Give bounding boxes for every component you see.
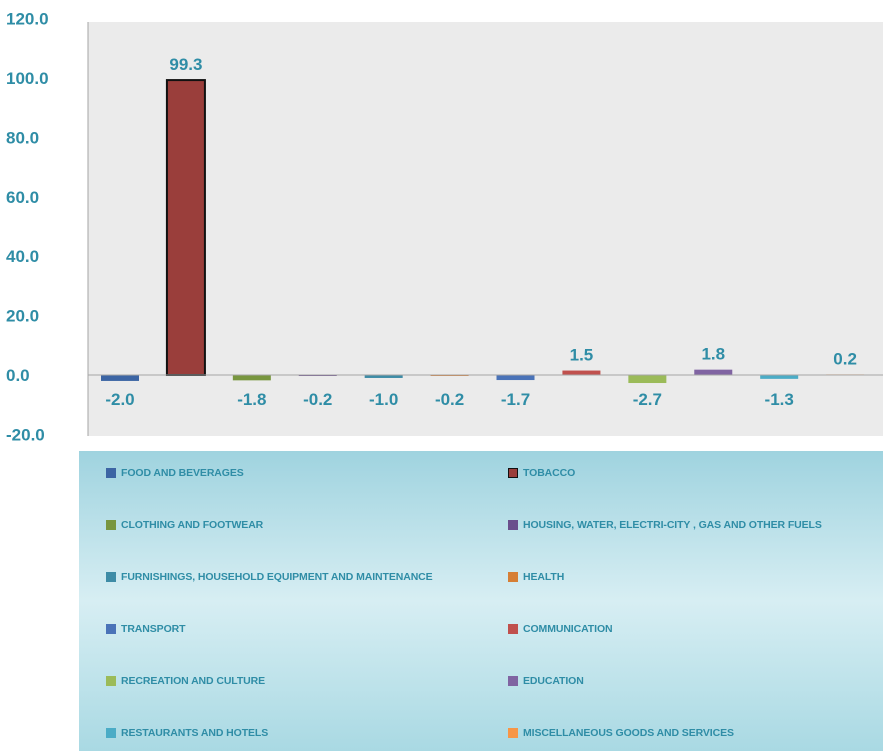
legend-item: TOBACCO xyxy=(508,467,575,479)
legend-item: EDUCATION xyxy=(508,675,584,687)
legend-item: COMMUNICATION xyxy=(508,623,613,635)
bar xyxy=(760,375,799,379)
bar-data-label: -2.7 xyxy=(633,390,662,409)
bar xyxy=(496,375,535,381)
bar-data-label: 0.2 xyxy=(833,349,857,368)
legend-label: FOOD AND BEVERAGES xyxy=(121,467,244,479)
bar-data-label: -0.2 xyxy=(435,390,464,409)
legend-item: RESTAURANTS AND HOTELS xyxy=(106,727,268,739)
bar xyxy=(364,375,403,378)
bar-data-label: 99.3 xyxy=(169,55,202,74)
legend-swatch xyxy=(508,468,518,478)
bar xyxy=(628,375,667,384)
legend-swatch xyxy=(106,468,116,478)
legend-label: RECREATION AND CULTURE xyxy=(121,675,266,687)
y-tick-label: 120.0 xyxy=(6,10,49,29)
legend-swatch xyxy=(106,728,116,738)
legend-label: MISCELLANEOUS GOODS AND SERVICES xyxy=(523,727,734,739)
legend: FOOD AND BEVERAGES TOBACCO CLOTHING AND FO… xyxy=(79,451,883,751)
legend-swatch xyxy=(106,676,116,686)
bar-data-label: -2.0 xyxy=(105,390,134,409)
legend-item: FOOD AND BEVERAGES xyxy=(106,467,244,479)
legend-item: CLOTHING AND FOOTWEAR xyxy=(106,519,263,531)
bar-data-label: -0.2 xyxy=(303,390,332,409)
bar xyxy=(165,79,206,376)
legend-swatch xyxy=(106,624,116,634)
y-tick-label: 0.0 xyxy=(6,366,30,385)
legend-label: FURNISHINGS, HOUSEHOLD EQUIPMENT AND MAI… xyxy=(121,571,433,583)
y-axis-tick-labels: 120.0 100.0 80.0 60.0 40.0 20.0 0.0 -20.0 xyxy=(6,10,49,445)
legend-swatch xyxy=(508,676,518,686)
y-tick-label: 60.0 xyxy=(6,188,39,207)
bar-chart: 120.0 100.0 80.0 60.0 40.0 20.0 0.0 -20.0 -2.0 9… xyxy=(6,10,883,445)
legend-label: COMMUNICATION xyxy=(523,623,613,635)
bar xyxy=(232,375,271,381)
legend-swatch xyxy=(508,624,518,634)
legend-label: HEALTH xyxy=(523,571,565,583)
y-tick-label: 40.0 xyxy=(6,247,39,266)
data-labels: -2.0 99.3 -1.8 -0.2 -1.0 -0.2 -1.7 1.5 -2.7 1.8 -1… xyxy=(105,55,857,409)
bar xyxy=(101,375,139,381)
plot-area-background xyxy=(88,22,883,436)
bar-data-label: -1.7 xyxy=(501,390,530,409)
bar-data-label: -1.3 xyxy=(765,390,794,409)
legend-label: TOBACCO xyxy=(523,467,576,479)
legend-item: HEALTH xyxy=(508,571,564,583)
legend-swatch xyxy=(106,520,116,530)
legend-label: HOUSING, WATER, ELECTRI-CITY , GAS AND O… xyxy=(523,519,822,531)
bar-data-label: -1.0 xyxy=(369,390,398,409)
legend-swatch xyxy=(508,572,518,582)
bar xyxy=(694,369,733,375)
y-tick-label: -20.0 xyxy=(6,425,45,444)
legend-item: FURNISHINGS, HOUSEHOLD EQUIPMENT AND MAI… xyxy=(106,571,433,583)
legend-item: RECREATION AND CULTURE xyxy=(106,675,265,687)
legend-swatch xyxy=(508,520,518,530)
legend-label: RESTAURANTS AND HOTELS xyxy=(121,727,269,739)
bar xyxy=(562,370,601,375)
legend-label: TRANSPORT xyxy=(121,623,186,635)
y-tick-label: 100.0 xyxy=(6,69,49,88)
legend-swatch xyxy=(106,572,116,582)
legend-label: EDUCATION xyxy=(523,675,584,687)
y-tick-label: 20.0 xyxy=(6,307,39,326)
bar-data-label: 1.5 xyxy=(570,346,594,365)
legend-item: HOUSING, WATER, ELECTRI-CITY , GAS AND O… xyxy=(508,519,822,531)
bar-data-label: -1.8 xyxy=(237,390,266,409)
legend-label: CLOTHING AND FOOTWEAR xyxy=(121,519,264,531)
legend-item: MISCELLANEOUS GOODS AND SERVICES xyxy=(508,727,734,739)
bar-data-label: 1.8 xyxy=(701,345,725,364)
legend-swatch xyxy=(508,728,518,738)
y-tick-label: 80.0 xyxy=(6,128,39,147)
legend-item: TRANSPORT xyxy=(106,623,186,635)
